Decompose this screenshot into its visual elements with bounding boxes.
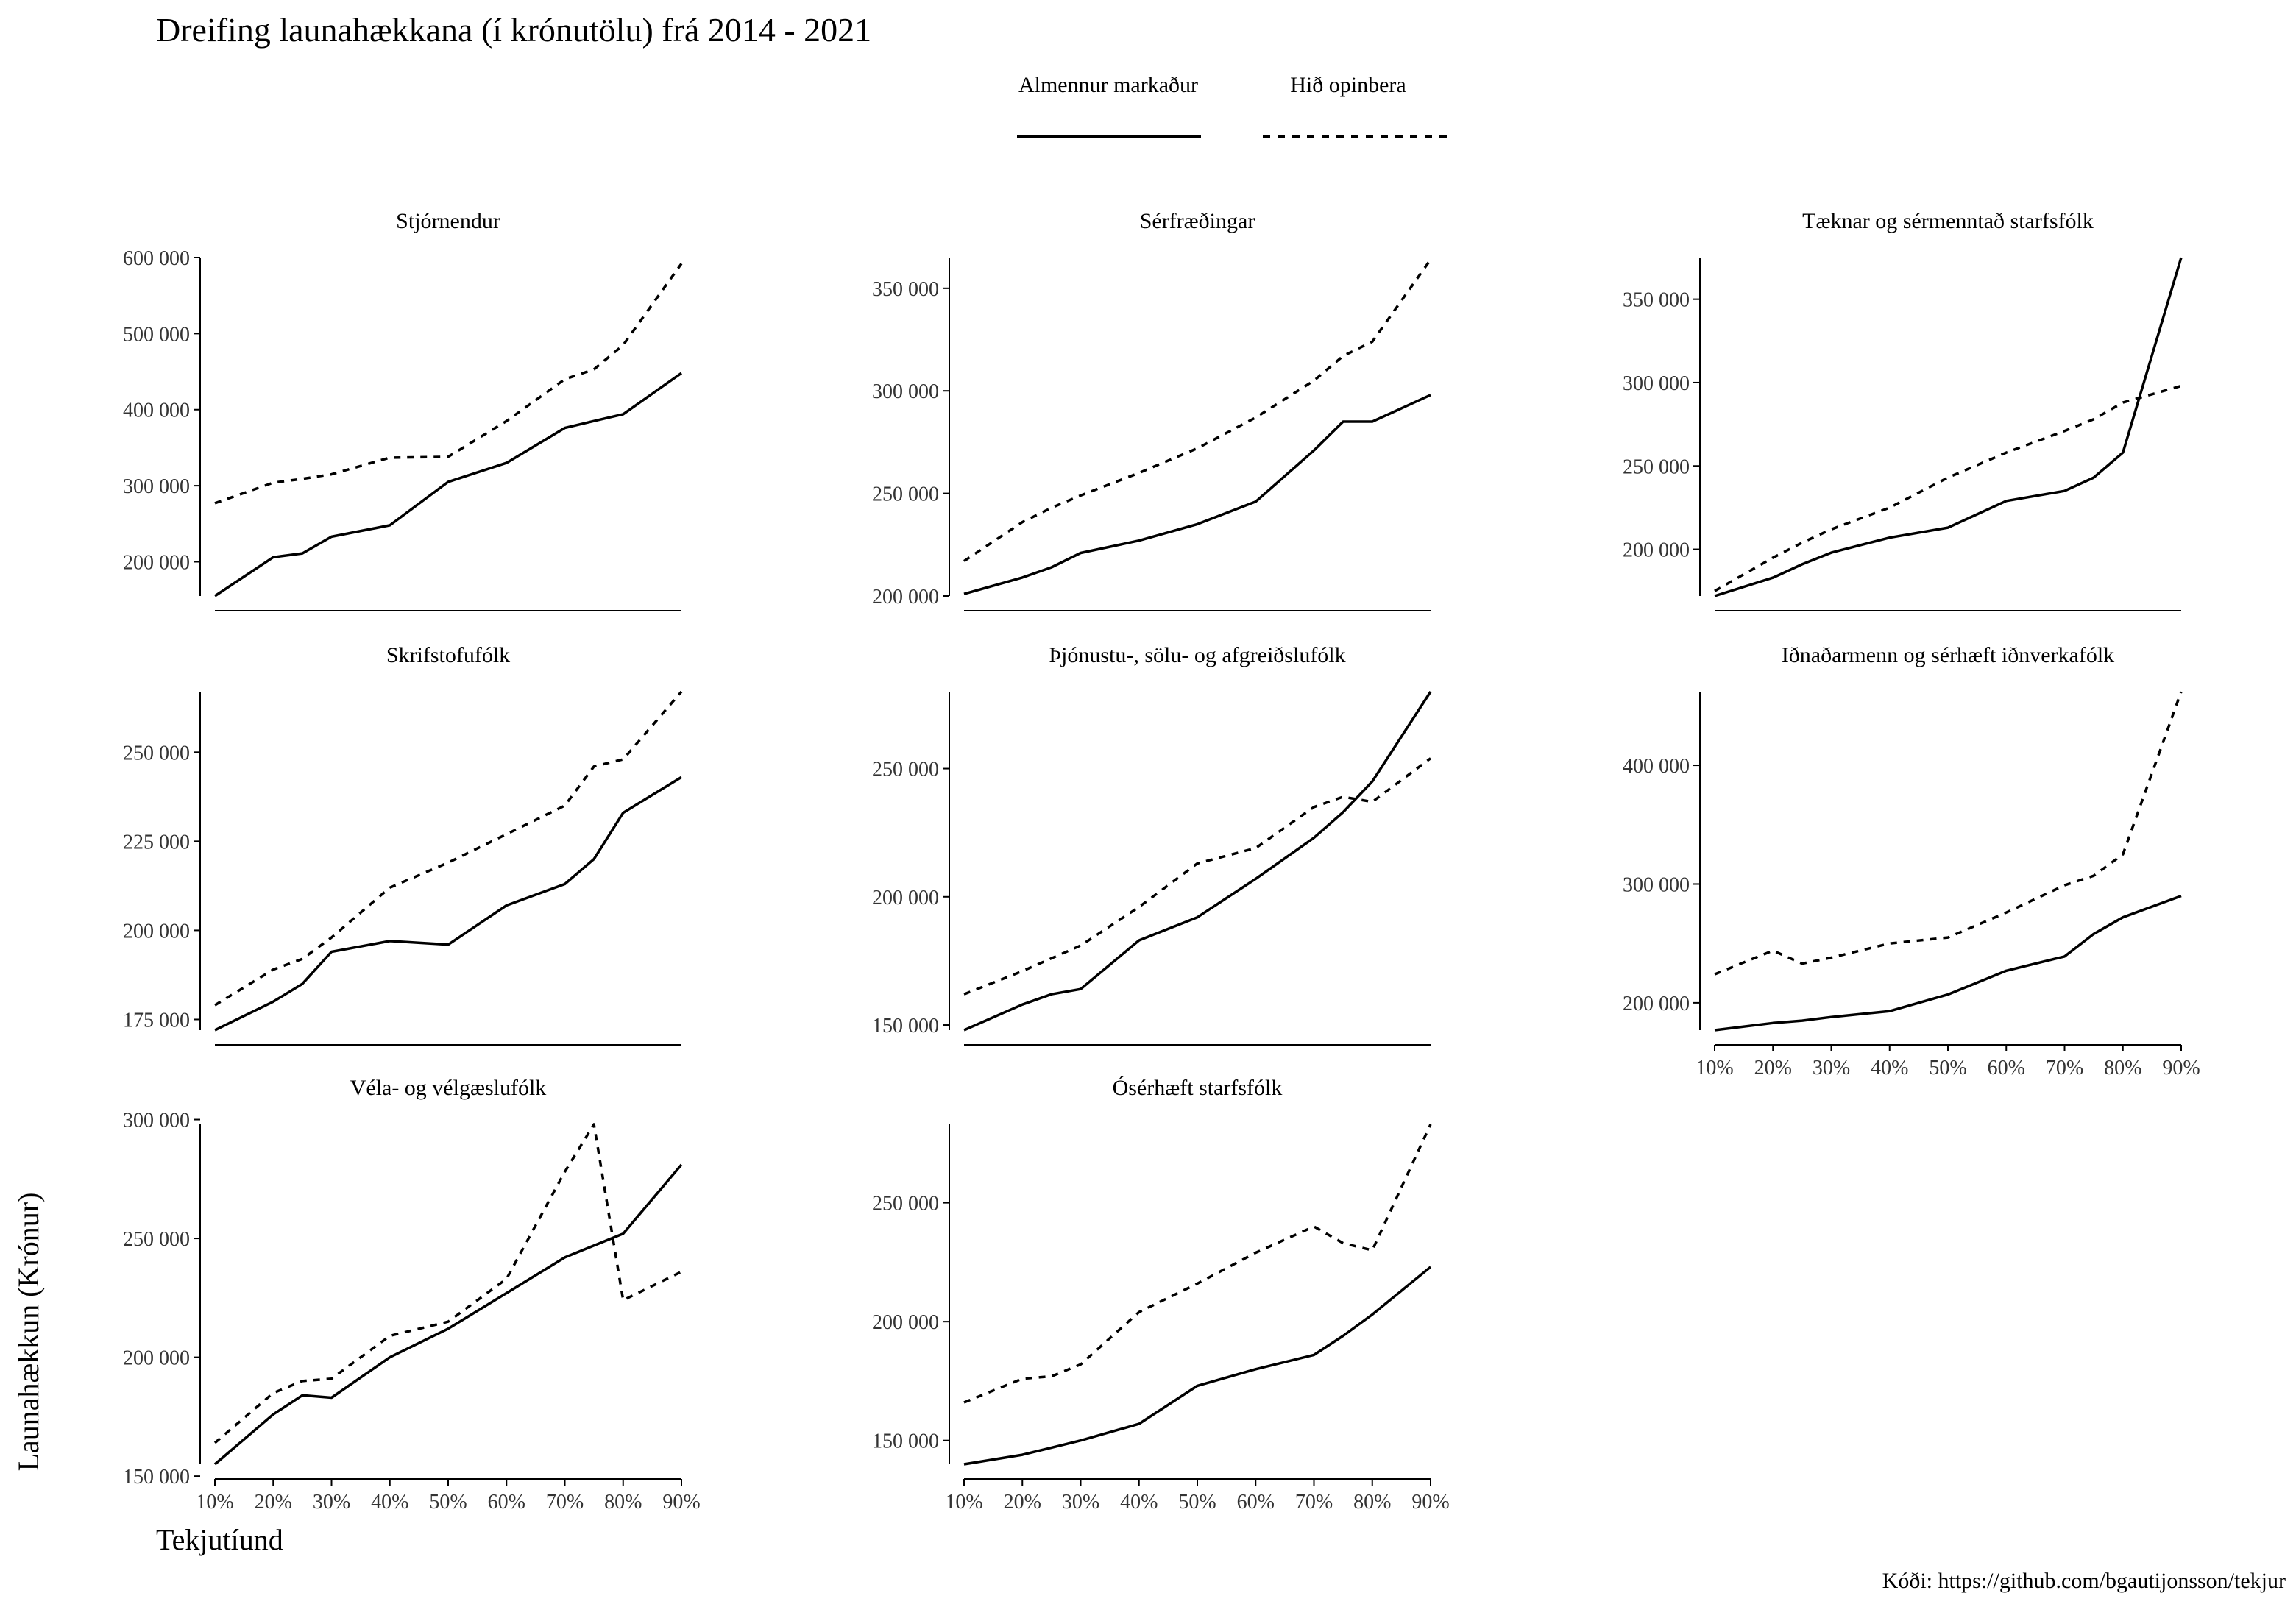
series-line-opinbera bbox=[963, 757, 1432, 996]
y-tick-label: 225 000 bbox=[123, 831, 190, 854]
x-tick-label: 40% bbox=[1871, 1057, 1908, 1079]
x-tick-label: 20% bbox=[1754, 1057, 1792, 1079]
x-tick-label: 80% bbox=[2104, 1057, 2141, 1079]
y-tick-label: 200 000 bbox=[1623, 993, 1690, 1015]
y-tick-label: 500 000 bbox=[123, 323, 190, 346]
x-tick-label: 10% bbox=[196, 1491, 233, 1514]
facet-strip-label: Iðnaðarmenn og sérhæft iðnverkafólk bbox=[1782, 643, 2114, 667]
facet-panels: Stjórnendur 200 000 300 000 400 000 500 000 6… bbox=[123, 209, 2200, 1514]
y-tick-label: 350 000 bbox=[872, 278, 939, 301]
legend-label-opinbera: Hið opinbera bbox=[1290, 73, 1406, 97]
x-tick-label: 60% bbox=[1237, 1491, 1275, 1514]
x-tick-label: 10% bbox=[945, 1491, 982, 1514]
series-line-almennur bbox=[1714, 894, 2182, 1032]
y-axis-label: Launahækkun (Krónur) bbox=[12, 1193, 45, 1472]
series-line-almennur bbox=[963, 1266, 1432, 1466]
y-tick-label: 300 000 bbox=[123, 1110, 190, 1132]
caption: Kóði: https://github.com/bgautijonsson/t… bbox=[1882, 1569, 2286, 1593]
x-tick-label: 60% bbox=[488, 1491, 525, 1514]
facet-strip-label: Véla- og vélgæslufólk bbox=[350, 1076, 547, 1100]
y-tick-label: 300 000 bbox=[872, 380, 939, 403]
facet-panel: Skrifstofufólk 175 000 200 000 225 000 250 0… bbox=[123, 643, 683, 1046]
x-tick-label: 10% bbox=[1696, 1057, 1733, 1079]
x-tick-label: 90% bbox=[1411, 1491, 1449, 1514]
x-tick-label: 30% bbox=[1813, 1057, 1850, 1079]
y-tick-label: 200 000 bbox=[123, 920, 190, 943]
x-tick-label: 50% bbox=[1929, 1057, 1966, 1079]
x-tick-label: 40% bbox=[371, 1491, 408, 1514]
y-tick-label: 350 000 bbox=[1623, 289, 1690, 312]
series-line-almennur bbox=[214, 776, 682, 1032]
y-tick-label: 250 000 bbox=[1623, 455, 1690, 478]
y-tick-label: 250 000 bbox=[872, 483, 939, 506]
facet-panel: Iðnaðarmenn og sérhæft iðnverkafólk 200 0… bbox=[1623, 643, 2200, 1079]
x-tick-label: 40% bbox=[1120, 1491, 1158, 1514]
series-line-almennur bbox=[213, 1163, 683, 1466]
series-line-opinbera bbox=[1714, 384, 2182, 592]
series-line-almennur bbox=[963, 394, 1431, 595]
facet-strip-label: Stjórnendur bbox=[396, 209, 500, 233]
y-tick-label: 250 000 bbox=[123, 742, 190, 765]
facet-panel: Þjónustu-, sölu- og afgreiðslufólk 150 00… bbox=[872, 643, 1432, 1046]
y-tick-label: 300 000 bbox=[123, 475, 190, 498]
y-tick-label: 200 000 bbox=[872, 1311, 939, 1334]
facet-strip-label: Ósérhæft starfsfólk bbox=[1113, 1076, 1283, 1100]
y-tick-label: 300 000 bbox=[1623, 372, 1690, 395]
x-tick-label: 90% bbox=[2162, 1057, 2200, 1079]
y-tick-label: 400 000 bbox=[123, 400, 190, 422]
x-tick-label: 20% bbox=[1004, 1491, 1041, 1514]
x-tick-label: 20% bbox=[255, 1491, 292, 1514]
facet-strip-label: Tæknar og sérmenntað starfsfólk bbox=[1802, 209, 2094, 233]
facet-panel: Tæknar og sérmenntað starfsfólk 200 000 25… bbox=[1623, 209, 2183, 611]
series-line-opinbera bbox=[963, 1124, 1432, 1404]
y-tick-label: 175 000 bbox=[123, 1009, 190, 1032]
series-line-almennur bbox=[214, 372, 683, 597]
series-line-opinbera bbox=[213, 1123, 682, 1444]
x-tick-label: 60% bbox=[1988, 1057, 2025, 1079]
y-tick-label: 400 000 bbox=[1623, 755, 1690, 778]
series-line-opinbera bbox=[963, 258, 1432, 563]
facet-panel: Ósérhæft starfsfólk 150 000 200 000 250 000… bbox=[872, 1076, 1450, 1514]
series-line-opinbera bbox=[214, 263, 683, 505]
y-tick-label: 300 000 bbox=[1623, 873, 1690, 896]
y-tick-label: 200 000 bbox=[872, 586, 939, 609]
series-line-opinbera bbox=[1714, 691, 2183, 976]
facet-strip-label: Skrifstofufólk bbox=[386, 643, 510, 667]
legend: Almennur markaður Hið opinbera bbox=[1017, 73, 1447, 138]
y-tick-label: 150 000 bbox=[872, 1015, 939, 1037]
y-tick-label: 250 000 bbox=[872, 759, 939, 781]
y-tick-label: 200 000 bbox=[872, 887, 939, 909]
facet-panel: Véla- og vélgæslufólk 150 000 200 000 250 0… bbox=[123, 1076, 701, 1514]
x-tick-label: 70% bbox=[546, 1491, 584, 1514]
y-tick-label: 150 000 bbox=[872, 1430, 939, 1453]
x-tick-label: 50% bbox=[1178, 1491, 1216, 1514]
series-line-almennur bbox=[963, 691, 1432, 1032]
x-tick-label: 80% bbox=[1353, 1491, 1391, 1514]
facet-panel: Sérfræðingar 200 000 250 000 300 000 350 000 bbox=[872, 209, 1432, 611]
y-tick-label: 600 000 bbox=[123, 247, 190, 270]
series-line-opinbera bbox=[214, 690, 683, 1007]
y-tick-label: 250 000 bbox=[123, 1228, 190, 1251]
series-line-almennur bbox=[1714, 257, 2183, 597]
x-tick-label: 30% bbox=[1062, 1491, 1099, 1514]
y-tick-label: 200 000 bbox=[1623, 539, 1690, 562]
facet-panel: Stjórnendur 200 000 300 000 400 000 500 000 6… bbox=[123, 209, 683, 611]
x-tick-label: 30% bbox=[313, 1491, 350, 1514]
x-tick-label: 70% bbox=[2046, 1057, 2083, 1079]
x-tick-label: 70% bbox=[1295, 1491, 1333, 1514]
y-tick-label: 200 000 bbox=[123, 1347, 190, 1370]
legend-label-almennur: Almennur markaður bbox=[1018, 73, 1198, 97]
y-tick-label: 150 000 bbox=[123, 1466, 190, 1489]
x-tick-label: 90% bbox=[662, 1491, 700, 1514]
chart-title: Dreifing launahækkana (í krónutölu) frá … bbox=[156, 11, 871, 49]
y-tick-label: 250 000 bbox=[872, 1193, 939, 1216]
facet-strip-label: Sérfræðingar bbox=[1140, 209, 1255, 233]
x-tick-label: 80% bbox=[604, 1491, 642, 1514]
x-tick-label: 50% bbox=[429, 1491, 467, 1514]
x-axis-label: Tekjutíund bbox=[156, 1523, 283, 1556]
facet-strip-label: Þjónustu-, sölu- og afgreiðslufólk bbox=[1049, 643, 1345, 667]
y-tick-label: 200 000 bbox=[123, 551, 190, 574]
